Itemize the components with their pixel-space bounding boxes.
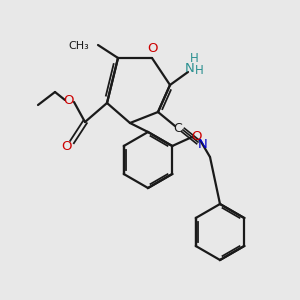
Text: O: O <box>62 140 72 152</box>
Text: N: N <box>185 62 195 76</box>
Text: H: H <box>195 64 203 77</box>
Text: O: O <box>63 94 73 106</box>
Text: O: O <box>191 130 201 143</box>
Text: N: N <box>198 137 208 151</box>
Text: H: H <box>190 52 198 65</box>
Text: O: O <box>148 43 158 56</box>
Text: CH₃: CH₃ <box>68 41 89 51</box>
Text: C: C <box>174 122 182 134</box>
